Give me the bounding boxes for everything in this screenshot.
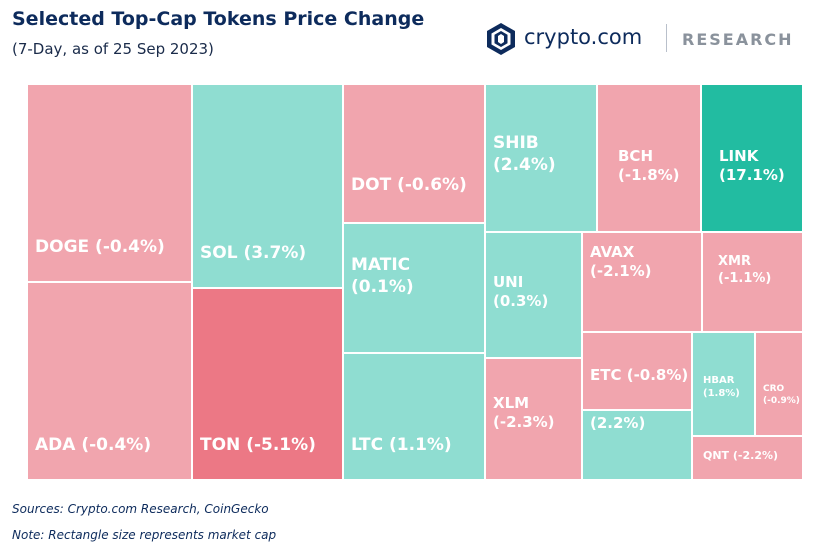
treemap-cell-hbar: HBAR (1.8%) — [692, 332, 755, 436]
treemap-label-line: SOL (3.7%) — [200, 243, 307, 263]
treemap-label-line: (2.4%) — [493, 154, 556, 175]
treemap-label-line: AVAX — [590, 243, 635, 261]
treemap-label-line: (-1.8%) — [618, 166, 680, 185]
treemap-label-line: ETC (-0.8%) — [590, 366, 689, 384]
treemap-label-dot: DOT (-0.6%) — [351, 175, 467, 197]
treemap-cell-avax: AVAX (-2.1%) — [582, 232, 702, 332]
treemap-label-line: XMR — [718, 254, 751, 269]
treemap-label-line: QNT (-2.2%) — [703, 449, 779, 462]
treemap-label-ton: TON (-5.1%) — [200, 435, 316, 457]
treemap-label-line: (-1.1%) — [718, 270, 772, 286]
treemap-label-line: LINK — [719, 147, 759, 165]
sources-note: Sources: Crypto.com Research, CoinGecko — [12, 502, 269, 516]
brand-name: crypto.com — [524, 25, 643, 49]
treemap-label-ltc: LTC (1.1%) — [351, 435, 452, 457]
treemap-label-line: CRO — [763, 384, 785, 394]
treemap-cell-bch: BCH (-1.8%) — [597, 84, 701, 232]
treemap-label-line: MATIC — [351, 255, 411, 275]
treemap-cell-xlm: XLM (-2.3%) — [485, 358, 582, 480]
treemap-label-line: (2.2%) — [590, 414, 646, 433]
treemap-cell-link: LINK (17.1%) — [701, 84, 803, 232]
treemap-cell-atom: ATOM(2.2%) — [582, 410, 692, 480]
treemap-label-xlm: XLM (-2.3%) — [493, 394, 555, 432]
chart-subtitle: (7-Day, as of 25 Sep 2023) — [12, 40, 214, 58]
treemap-cell-ada: ADA (-0.4%) — [27, 282, 192, 480]
treemap-label-line: (0.3%) — [493, 292, 549, 311]
treemap-label-line: BCH — [618, 147, 653, 165]
treemap-cell-matic: MATIC (0.1%) — [343, 223, 485, 353]
treemap-label-xmr: XMR (-1.1%) — [718, 254, 771, 287]
treemap-label-line: (-2.3%) — [493, 413, 555, 432]
treemap-cell-etc: ETC (-0.8%) — [582, 332, 692, 410]
treemap-label-uni: UNI (0.3%) — [493, 273, 548, 311]
treemap-label-sol: SOL (3.7%) — [200, 243, 306, 265]
treemap-chart: DOGE (-0.4%) ADA (-0.4%) SOL (3.7%) TON (-5… — [27, 84, 803, 480]
treemap-label-line: UNI — [493, 273, 524, 291]
treemap-label-avax: AVAX (-2.1%) — [590, 243, 652, 281]
treemap-label-qnt: QNT (-2.2%) — [703, 449, 778, 463]
chart-title: Selected Top-Cap Tokens Price Change — [12, 8, 425, 30]
treemap-cell-sol: SOL (3.7%) — [192, 84, 343, 288]
market-cap-note: Note: Rectangle size represents market c… — [12, 528, 277, 542]
treemap-label-cro: CRO (-0.9%) — [763, 384, 800, 407]
treemap-cell-qnt: QNT (-2.2%) — [692, 436, 803, 480]
treemap-label-line: (17.1%) — [719, 166, 785, 185]
treemap-label-atom: ATOM(2.2%) — [590, 411, 646, 433]
treemap-cell-shib: SHIB (2.4%) — [485, 84, 597, 232]
brand-division: RESEARCH — [682, 30, 794, 49]
treemap-cell-ltc: LTC (1.1%) — [343, 353, 485, 480]
treemap-label-line: (-2.1%) — [590, 262, 652, 281]
brand-divider — [666, 24, 667, 52]
treemap-label-doge: DOGE (-0.4%) — [35, 237, 165, 259]
treemap-cell-ton: TON (-5.1%) — [192, 288, 343, 480]
treemap-label-link: LINK (17.1%) — [719, 147, 785, 185]
treemap-label-matic: MATIC (0.1%) — [351, 255, 414, 299]
treemap-label-bch: BCH (-1.8%) — [618, 147, 680, 185]
treemap-label-line: (-0.9%) — [763, 395, 800, 406]
treemap-label-line: DOGE (-0.4%) — [35, 237, 165, 257]
crypto-com-shield-icon — [487, 23, 515, 55]
treemap-label-line: (0.1%) — [351, 276, 414, 297]
treemap-label-line: DOT (-0.6%) — [351, 175, 467, 195]
treemap-label-hbar: HBAR (1.8%) — [703, 375, 740, 401]
treemap-label-line: SHIB — [493, 133, 539, 153]
treemap-label-etc: ETC (-0.8%) — [590, 366, 688, 385]
treemap-label-line: TON (-5.1%) — [200, 435, 316, 455]
treemap-label-line: LTC (1.1%) — [351, 435, 452, 455]
treemap-label-line: (1.8%) — [703, 387, 740, 399]
treemap-cell-uni: UNI (0.3%) — [485, 232, 582, 358]
treemap-cell-xmr: XMR (-1.1%) — [702, 232, 803, 332]
treemap-label-line: ATOM — [590, 411, 645, 414]
treemap-cell-cro: CRO (-0.9%) — [755, 332, 803, 436]
treemap-label-line: XLM — [493, 394, 530, 412]
treemap-label-line: HBAR — [703, 375, 735, 386]
treemap-cell-dot: DOT (-0.6%) — [343, 84, 485, 223]
treemap-label-line: ADA (-0.4%) — [35, 435, 152, 455]
treemap-label-ada: ADA (-0.4%) — [35, 435, 151, 457]
treemap-label-shib: SHIB (2.4%) — [493, 133, 556, 177]
treemap-cell-doge: DOGE (-0.4%) — [27, 84, 192, 282]
